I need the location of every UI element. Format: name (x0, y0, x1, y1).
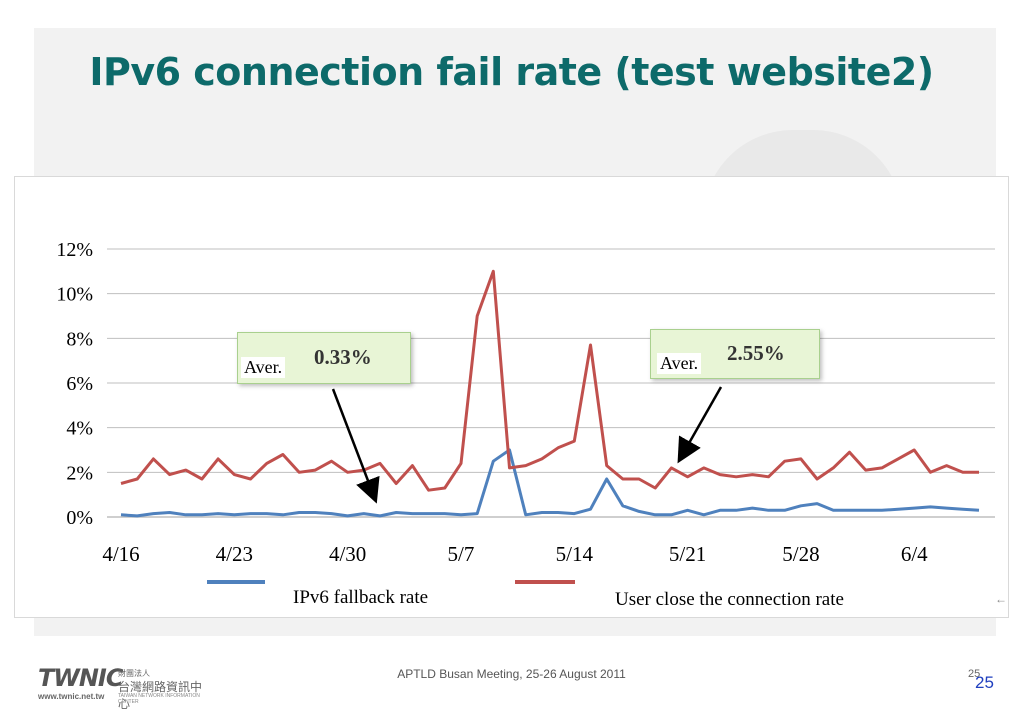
close-average-value: 2.55% (727, 341, 785, 365)
y-tick-label: 10% (56, 284, 93, 306)
slide-title: IPv6 connection fail rate (test website2… (89, 50, 934, 94)
series-line-close (120, 269, 979, 492)
logo-url: www.twnic.net.tw (38, 692, 105, 701)
series-line-fallback (120, 448, 980, 518)
fallback-average-value: 0.33% (314, 345, 372, 369)
fallback-average-label: Aver. (241, 357, 286, 378)
legend-label-fallback: IPv6 fallback rate (289, 587, 433, 609)
x-tick-label: 5/21 (669, 542, 706, 566)
footer-text: APTLD Busan Meeting, 25-26 August 2011 (397, 667, 626, 681)
series-lines (120, 269, 980, 518)
logo-english-name: TAIWAN NETWORK INFORMATION CENTER (118, 693, 200, 705)
y-tick-label: 6% (66, 373, 93, 395)
y-tick-label: 0% (66, 507, 93, 529)
logo-chinese-small: 財團法人 (118, 669, 150, 678)
legend-label-close: User close the connection rate (571, 589, 848, 611)
x-tick-label: 5/28 (782, 542, 819, 566)
callout-arrows (331, 386, 723, 504)
y-tick-label: 12% (56, 239, 93, 261)
y-tick-label: 2% (66, 462, 93, 484)
y-tick-label: 8% (66, 328, 93, 350)
x-tick-label: 4/23 (216, 542, 253, 566)
chart-frame: 0% 2% 4% 6% 8% 10% 12% 4/16 4/23 4/30 5/7 5/14 5/21 5… (14, 176, 1009, 618)
resize-arrow-icon: ← (995, 592, 1007, 606)
page-number-small: 25 (968, 668, 981, 680)
line-chart: 0% 2% 4% 6% 8% 10% 12% 4/16 4/23 4/30 5/7 5/14 5/21 5… (56, 239, 995, 584)
axis-tick-labels: 0% 2% 4% 6% 8% 10% 12% 4/16 4/23 4/30 5/7 5/14 5/21 5… (56, 239, 928, 566)
twnic-logo: TWNIC 財團法人 台灣網路資訊中心 www.twnic.net.tw TAI… (38, 660, 213, 711)
logo-mark: TWNIC (38, 664, 123, 692)
fallback-callout-arrow (331, 388, 380, 504)
page-number: 25 (975, 673, 994, 692)
x-tick-label: 6/4 (901, 542, 928, 566)
close-callout-arrow (677, 386, 723, 464)
x-tick-label: 4/30 (329, 542, 366, 566)
y-tick-label: 4% (66, 418, 93, 440)
x-tick-label: 4/16 (102, 542, 139, 566)
close-average-label: Aver. (657, 353, 702, 374)
x-tick-label: 5/7 (448, 542, 475, 566)
x-tick-label: 5/14 (556, 542, 594, 566)
